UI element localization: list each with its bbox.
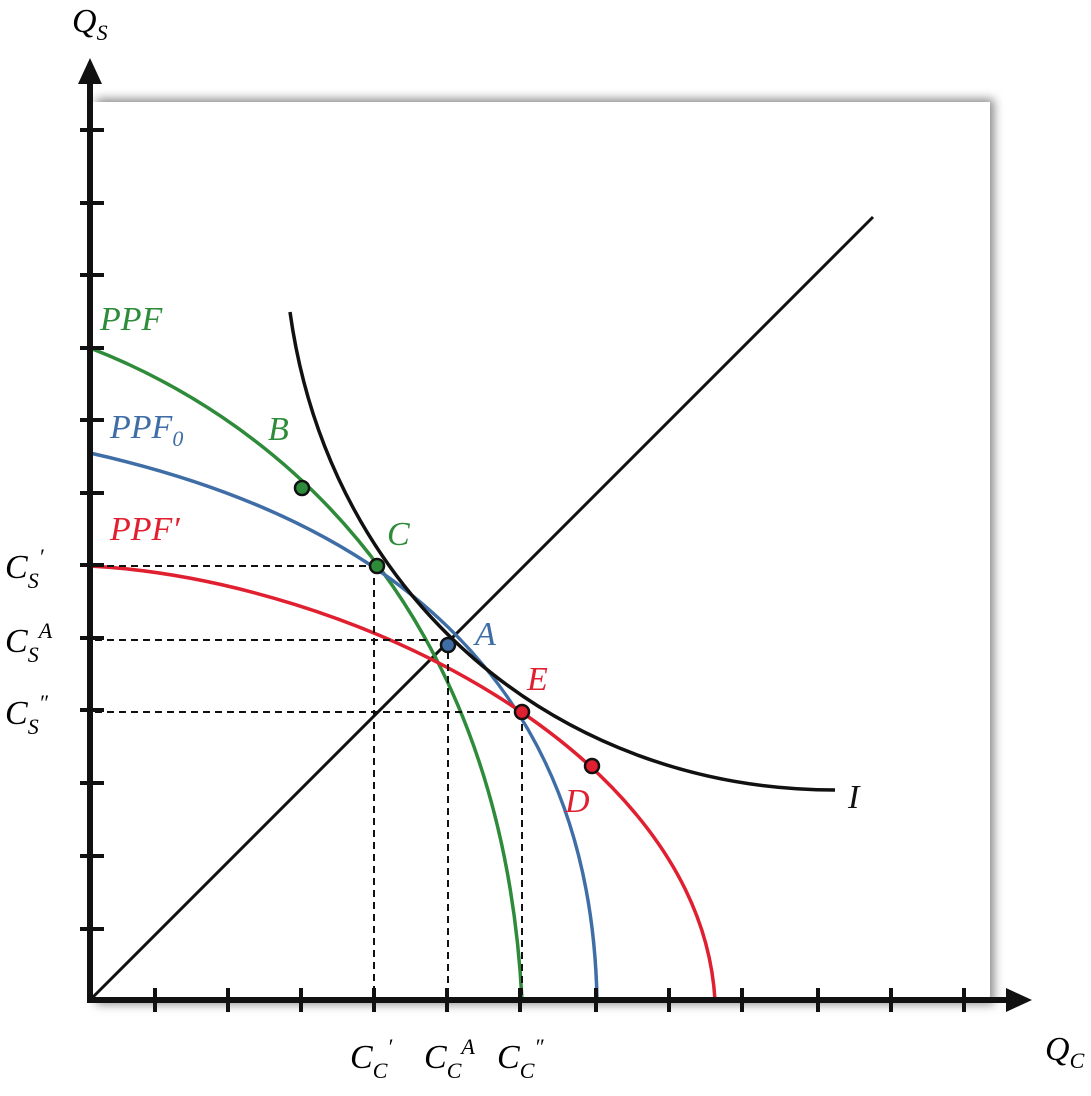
text: C (350, 1039, 373, 1076)
x-label: CC″ (497, 1034, 544, 1083)
curve-label: PPF (99, 301, 164, 338)
text: A (459, 1034, 475, 1059)
text: A (37, 618, 53, 643)
ticks (80, 128, 966, 1012)
text: Q (72, 3, 97, 40)
text: ″ (39, 690, 49, 715)
text: ′ (387, 1034, 393, 1059)
y-arrow (78, 58, 102, 84)
text: C (497, 1039, 520, 1076)
point-label: D (564, 783, 590, 820)
text: ′ (39, 544, 45, 569)
axes (87, 80, 1012, 1003)
x-axis-title: QC (1045, 1031, 1085, 1073)
text: C (373, 1058, 388, 1083)
text: C (1070, 1048, 1085, 1073)
x-label: CCA (424, 1034, 475, 1083)
point (368, 557, 386, 575)
text: C (5, 695, 28, 732)
point-label: A (473, 616, 496, 653)
curve-label: PPF0 (109, 409, 183, 451)
point (293, 479, 311, 497)
text: 0 (172, 426, 183, 451)
text: S (28, 714, 39, 739)
x-arrow (1006, 988, 1032, 1012)
x-label: CC′ (350, 1034, 393, 1083)
ppf-curve (89, 346, 524, 1001)
point (583, 757, 601, 775)
y-ticks (80, 128, 104, 931)
text: S (28, 642, 39, 667)
text: S (28, 568, 39, 593)
point-label: E (526, 661, 548, 698)
y-label: CSA (5, 618, 53, 667)
point (513, 703, 531, 721)
curve-label: I (847, 779, 861, 816)
text: C (520, 1058, 535, 1083)
text: PPF (109, 409, 174, 446)
curve-label: PPF′ (109, 511, 180, 548)
y-label: CS′ (5, 544, 45, 593)
diagonal (88, 215, 875, 1002)
guides (95, 565, 523, 1000)
x-ticks (153, 988, 966, 1012)
text: C (424, 1039, 447, 1076)
indifference-curve (288, 311, 836, 792)
text: S (97, 20, 108, 45)
text: ″ (534, 1034, 544, 1059)
point-label: B (268, 411, 289, 448)
ppf-prime-curve (89, 564, 717, 1001)
text: C (447, 1058, 462, 1083)
point-label: C (387, 516, 410, 553)
curves (88, 215, 875, 1002)
text: Q (1045, 1031, 1070, 1068)
text: C (5, 623, 28, 660)
y-label: CS″ (5, 690, 49, 739)
point (439, 636, 457, 654)
text: C (5, 549, 28, 586)
y-axis-title: QS (72, 3, 108, 45)
points (293, 479, 601, 775)
